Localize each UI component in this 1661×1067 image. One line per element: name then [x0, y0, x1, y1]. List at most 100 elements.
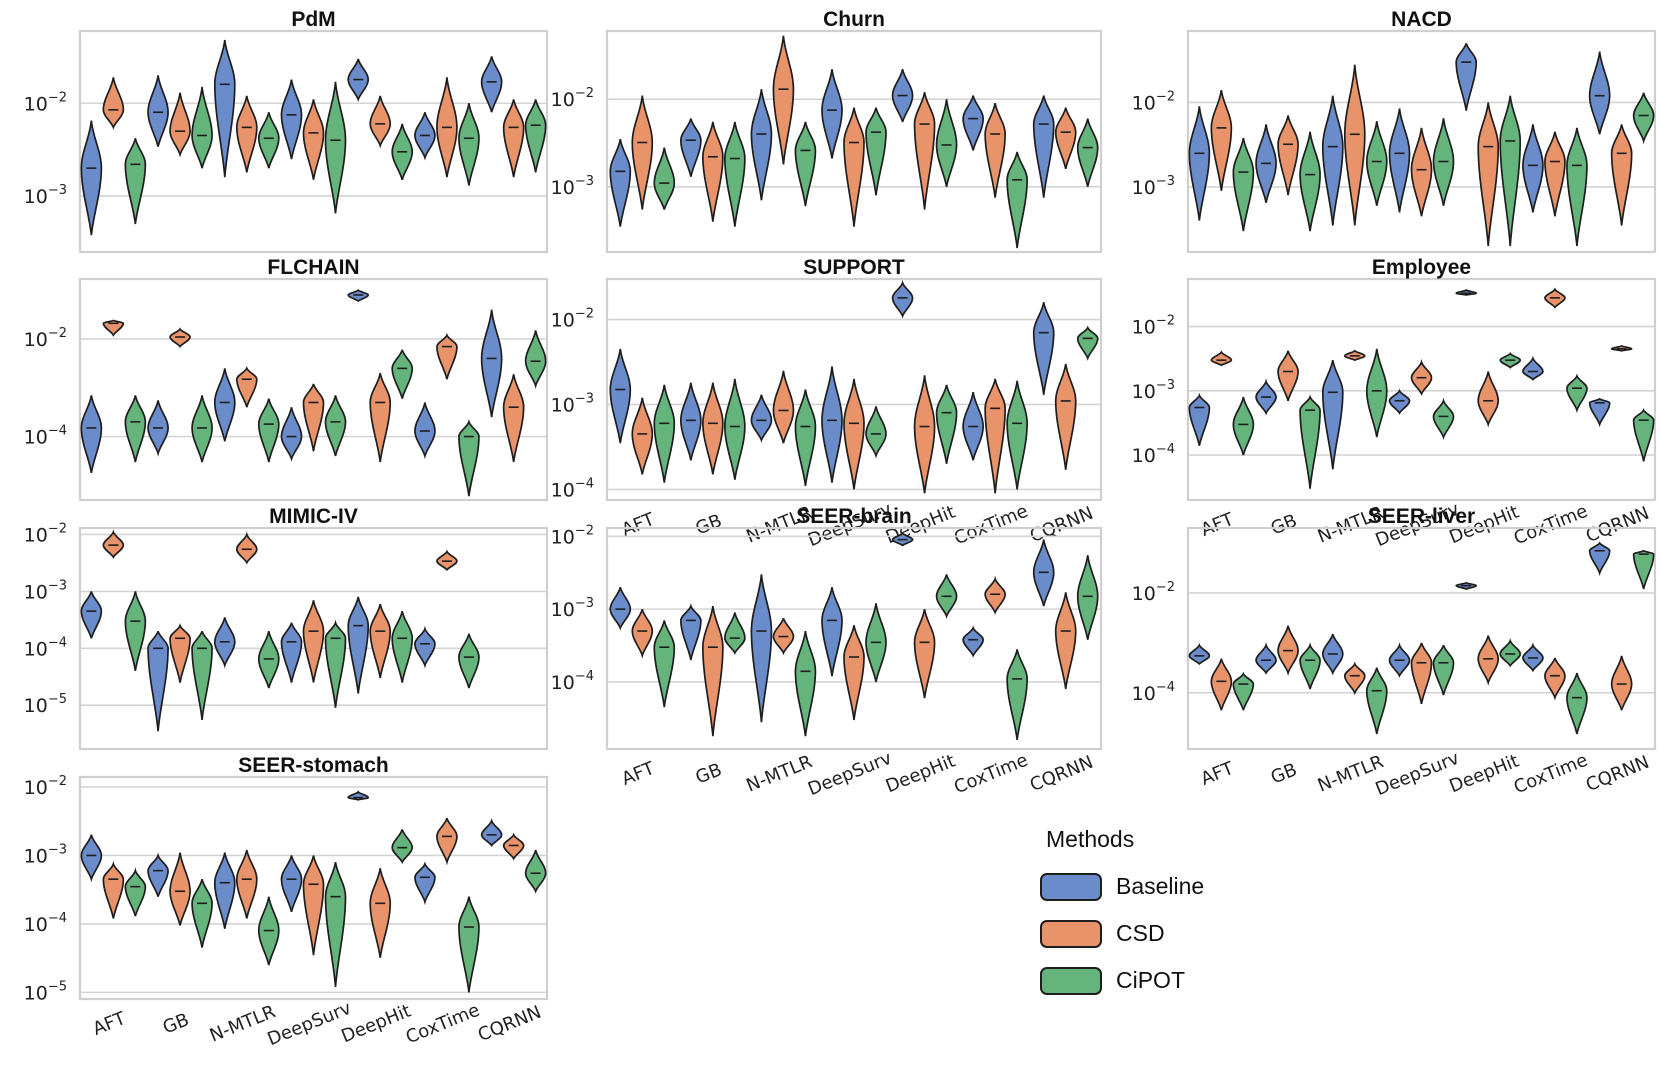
violin-cipot-aft	[653, 620, 676, 708]
violin-baseline-aft	[609, 348, 632, 444]
x-tick-label: CQRNN	[475, 1002, 544, 1046]
y-tick-label: 10−4	[24, 911, 67, 936]
legend-item-cipot: CiPOT	[1040, 957, 1280, 1004]
x-tick-label: DeepHit	[883, 750, 959, 797]
legend-swatch-cipot	[1040, 966, 1102, 995]
x-tick-label: AFT	[1198, 758, 1238, 790]
violin-cipot-n-mtlr	[794, 389, 817, 486]
violin-cipot-n-mtlr	[257, 398, 280, 463]
violin-baseline-coxtime	[962, 95, 984, 151]
x-tick-label: CoxTime	[951, 501, 1031, 550]
violin-csd-deephit	[369, 372, 392, 463]
legend-title: Methods	[1046, 826, 1135, 852]
y-tick-label: 10−4	[551, 669, 594, 694]
violin-baseline-coxtime	[414, 625, 436, 669]
y-tick-label: 10−3	[24, 842, 67, 867]
violin-csd-aft	[102, 860, 125, 919]
violin-baseline-n-mtlr	[1321, 95, 1344, 226]
violin-cipot-cqrnn	[1076, 118, 1099, 187]
panel-title: SEER-brain	[796, 505, 912, 528]
violin-baseline-gb	[680, 603, 702, 661]
x-tick-label: GB	[693, 510, 725, 539]
violin-csd-n-mtlr	[1343, 661, 1366, 696]
violin-cipot-aft	[653, 384, 676, 483]
violin-cipot-cqrnn	[1632, 92, 1655, 145]
y-tick-label: 10−2	[551, 307, 594, 332]
x-tick-label: CQRNN	[1583, 752, 1652, 796]
x-tick-label: AFT	[1198, 509, 1238, 541]
y-tick-label: 10−5	[24, 692, 67, 717]
violin-cipot-deepsurv	[865, 107, 887, 196]
violin-baseline-gb	[1255, 642, 1277, 675]
violin-cipot-gb	[1299, 394, 1321, 489]
violin-baseline-aft	[80, 395, 103, 473]
violin-csd-aft	[631, 95, 654, 210]
y-tick-label: 10−2	[1132, 89, 1175, 114]
violin-csd-n-mtlr	[235, 849, 258, 919]
violin-cipot-n-mtlr	[794, 630, 817, 737]
x-tick-label: CQRNN	[1027, 503, 1096, 547]
violin-baseline-aft	[609, 586, 632, 631]
violin-baseline-aft	[80, 120, 103, 236]
panel-seer-brain: 10−2 10−3 10−4 SEER-brain AFT GB N-MTLRDeepSur…	[551, 505, 1103, 800]
x-tick-label: GB	[1268, 759, 1300, 788]
plot-frame	[78, 526, 549, 751]
legend-swatch-csd	[1040, 919, 1102, 948]
y-tick-label: 10−4	[24, 635, 67, 660]
violin-cipot-gb	[724, 121, 746, 227]
violin-cipot-deephit	[1499, 95, 1522, 247]
violin-baseline-deephit	[347, 596, 370, 694]
violin-cipot-cqrnn	[1076, 325, 1099, 361]
y-tick-label: 10−3	[24, 183, 67, 208]
violin-baseline-n-mtlr	[213, 852, 236, 929]
violin-cipot-coxtime	[1566, 127, 1588, 247]
violin-cipot-aft	[124, 395, 147, 463]
violin-cipot-n-mtlr	[257, 112, 280, 169]
violin-baseline-deepsurv	[280, 79, 303, 160]
y-tick-label: 10−3	[551, 596, 594, 621]
violin-baseline-gb	[147, 852, 169, 897]
violin-csd-coxtime	[1544, 657, 1566, 701]
violin-baseline-deepsurv	[280, 407, 303, 462]
violin-csd-n-mtlr	[235, 95, 258, 173]
violin-csd-deephit	[913, 92, 936, 210]
violin-baseline-cqrnn	[480, 309, 503, 418]
violin-cipot-gb	[191, 878, 213, 948]
violin-baseline-cqrnn	[480, 56, 503, 113]
violin-csd-deephit	[369, 95, 392, 149]
violin-baseline-deephit	[891, 279, 914, 319]
x-tick-label: GB	[693, 759, 725, 788]
violin-cipot-n-mtlr	[1365, 348, 1388, 438]
y-tick-label: 10−5	[24, 979, 67, 1004]
x-tick-label: DeepSurv	[265, 997, 355, 1050]
violin-cipot-cqrnn	[524, 99, 547, 173]
y-tick-label: 10−3	[24, 578, 67, 603]
violin-csd-cqrnn	[1054, 107, 1077, 170]
violin-csd-deephit	[1477, 102, 1500, 247]
violin-cipot-coxtime	[458, 103, 480, 186]
violin-cipot-coxtime	[1566, 672, 1588, 735]
violin-csd-coxtime	[436, 817, 458, 866]
violin-cipot-aft	[1232, 671, 1255, 711]
violin-csd-deephit	[369, 868, 392, 958]
violin-cipot-coxtime	[1566, 373, 1588, 414]
violin-csd-cqrnn	[502, 374, 525, 463]
violin-baseline-aft	[80, 834, 103, 883]
violin-csd-aft	[102, 77, 125, 130]
violin-csd-gb	[169, 623, 191, 683]
y-tick-label: 10−2	[24, 774, 67, 799]
violin-baseline-gb	[147, 75, 169, 147]
violin-cipot-deepsurv	[865, 406, 887, 459]
x-tick-label: CoxTime	[1511, 501, 1591, 550]
x-tick-label: CQRNN	[1583, 503, 1652, 547]
violin-cipot-coxtime	[1006, 380, 1028, 490]
violin-csd-deepsurv	[302, 383, 325, 452]
violin-cipot-deephit	[391, 349, 414, 399]
y-tick-label: 10−4	[551, 476, 594, 501]
violin-csd-gb	[702, 382, 724, 475]
x-tick-label: N-MTLR	[743, 751, 815, 796]
violin-baseline-cqrnn	[1032, 302, 1055, 395]
violin-cipot-n-mtlr	[794, 121, 817, 207]
